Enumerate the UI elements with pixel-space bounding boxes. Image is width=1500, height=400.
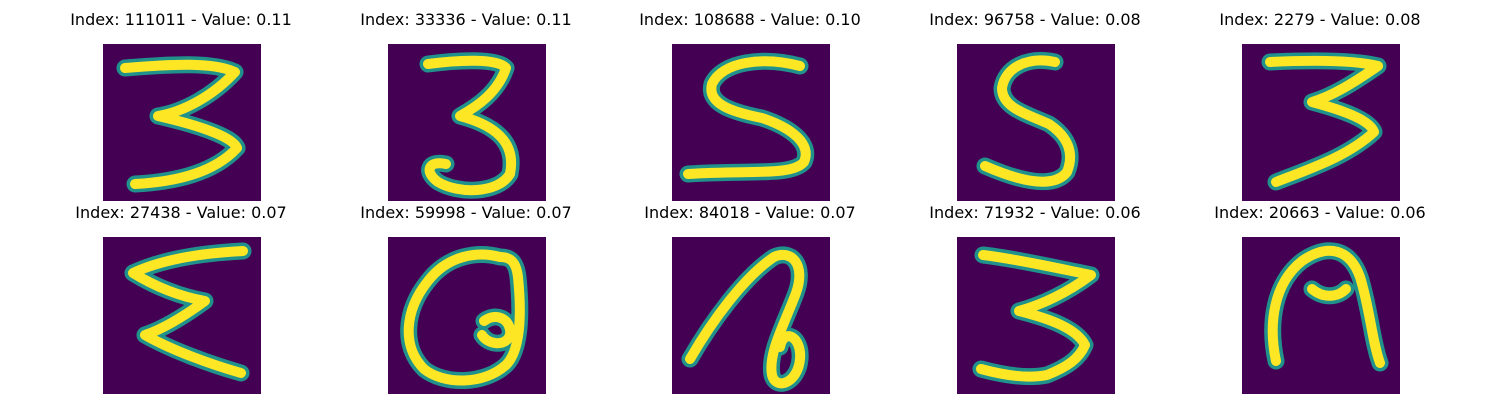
panel-10: Index: 20663 - Value: 0.06 (1170, 201, 1470, 395)
digit-stroke (1265, 55, 1383, 187)
panel-4: Index: 96758 - Value: 0.08 (885, 8, 1185, 202)
panel-title: Index: 20663 - Value: 0.06 (1214, 203, 1426, 222)
digit-stroke (980, 55, 1076, 187)
panel-9: Index: 71932 - Value: 0.06 (885, 201, 1185, 395)
panel-title: Index: 111011 - Value: 0.11 (70, 10, 292, 29)
digit-image (672, 44, 830, 201)
digit-image (672, 237, 830, 394)
digit-stroke (128, 246, 248, 378)
digit-image (1242, 237, 1400, 394)
digit-stroke (1267, 245, 1385, 368)
panel-6: Index: 27438 - Value: 0.07 (31, 201, 331, 395)
panel-title: Index: 33336 - Value: 0.11 (360, 10, 572, 29)
digit-stroke (685, 250, 806, 389)
panel-title: Index: 96758 - Value: 0.08 (929, 10, 1141, 29)
digit-image (388, 237, 546, 394)
digit-stroke (683, 56, 811, 179)
panel-title: Index: 2279 - Value: 0.08 (1219, 10, 1421, 29)
panel-1: Index: 111011 - Value: 0.11 (31, 8, 331, 202)
panel-title: Index: 27438 - Value: 0.07 (75, 203, 287, 222)
panel-title: Index: 84018 - Value: 0.07 (644, 203, 856, 222)
digit-image (957, 237, 1115, 394)
digit-image (1242, 44, 1400, 201)
panel-2: Index: 33336 - Value: 0.11 (316, 8, 616, 202)
panel-3: Index: 108688 - Value: 0.10 (600, 8, 900, 202)
panel-7: Index: 59998 - Value: 0.07 (316, 201, 616, 395)
digit-image (103, 237, 261, 394)
panel-title: Index: 71932 - Value: 0.06 (929, 203, 1141, 222)
digit-stroke (423, 55, 517, 196)
panel-title: Index: 108688 - Value: 0.10 (639, 10, 861, 29)
panel-title: Index: 59998 - Value: 0.07 (360, 203, 572, 222)
panel-8: Index: 84018 - Value: 0.07 (600, 201, 900, 395)
digit-image (957, 44, 1115, 201)
panel-5: Index: 2279 - Value: 0.08 (1170, 8, 1470, 202)
digit-image (103, 44, 261, 201)
digit-image (388, 44, 546, 201)
digit-stroke (120, 59, 242, 189)
digit-stroke (976, 250, 1096, 382)
digit-stroke (403, 249, 525, 386)
image-background (672, 237, 830, 394)
